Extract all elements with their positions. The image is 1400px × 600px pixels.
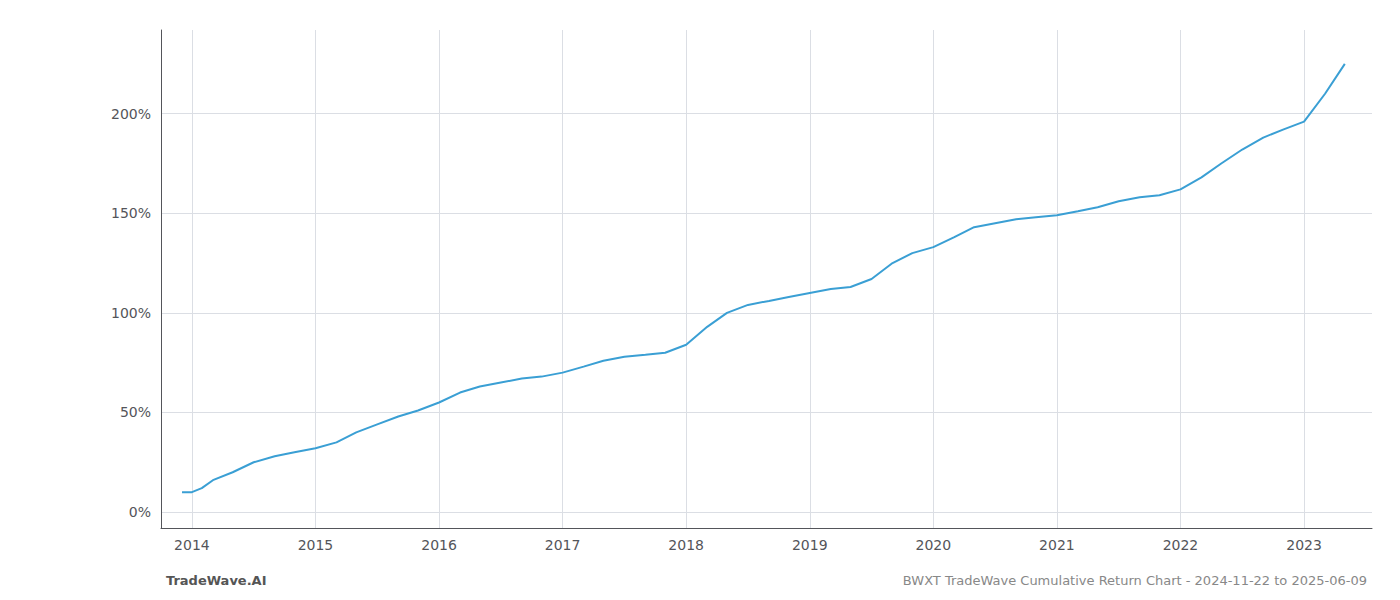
svg-text:200%: 200% — [111, 106, 151, 122]
svg-text:2019: 2019 — [792, 537, 828, 553]
svg-text:2018: 2018 — [668, 537, 704, 553]
svg-text:2022: 2022 — [1163, 537, 1199, 553]
svg-text:BWXT TradeWave Cumulative Retu: BWXT TradeWave Cumulative Return Chart -… — [903, 573, 1367, 588]
svg-text:2021: 2021 — [1039, 537, 1075, 553]
svg-text:2020: 2020 — [916, 537, 952, 553]
svg-text:0%: 0% — [129, 504, 151, 520]
svg-text:TradeWave.AI: TradeWave.AI — [166, 573, 267, 588]
svg-text:2014: 2014 — [174, 537, 210, 553]
svg-text:2015: 2015 — [298, 537, 334, 553]
svg-text:50%: 50% — [120, 404, 151, 420]
svg-text:2016: 2016 — [421, 537, 457, 553]
svg-text:2017: 2017 — [545, 537, 581, 553]
svg-text:150%: 150% — [111, 205, 151, 221]
svg-text:2023: 2023 — [1286, 537, 1322, 553]
svg-text:100%: 100% — [111, 305, 151, 321]
